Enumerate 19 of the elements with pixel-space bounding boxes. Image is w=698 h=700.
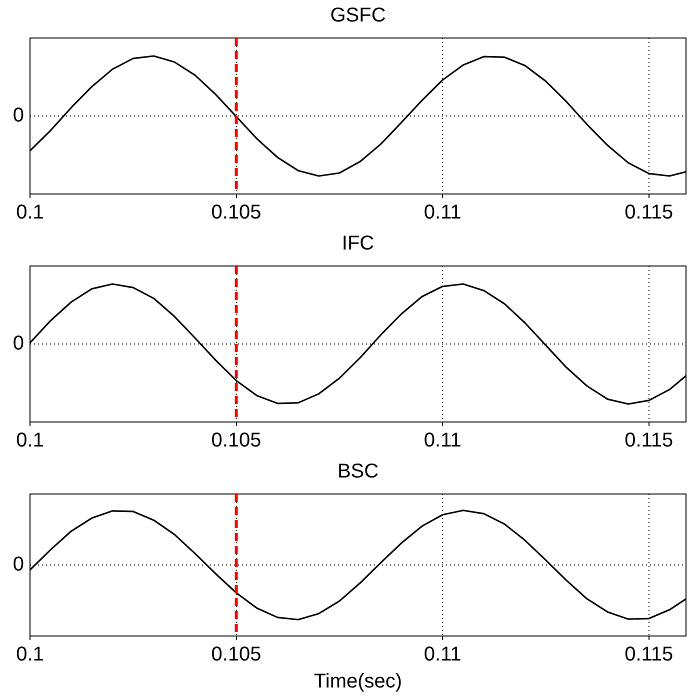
x-tick-label: 0.11: [424, 644, 462, 666]
x-tick-label: 0.105: [211, 644, 262, 666]
x-tick-label: 0.105: [211, 202, 262, 224]
ref-line-label: 0: [12, 554, 24, 576]
x-tick-label: 0.105: [211, 430, 262, 452]
x-tick-label: 0.115: [624, 430, 674, 452]
chart-title: IFC: [342, 232, 374, 255]
chart-title: BSC: [337, 460, 379, 483]
x-tick-label: 0.1: [16, 202, 44, 224]
ref-line-label: 0: [12, 104, 24, 127]
x-tick-label: 0.1: [16, 644, 44, 666]
x-tick-label: 0.11: [424, 430, 462, 452]
x-tick-label: 0.1: [16, 430, 44, 452]
x-tick-label: 0.115: [624, 644, 674, 666]
ref-line-label: 0: [12, 332, 24, 355]
x-axis-title: Time(sec): [314, 670, 402, 693]
x-tick-label: 0.11: [424, 202, 462, 224]
chart-title: GSFC: [330, 4, 386, 27]
x-tick-label: 0.115: [624, 202, 674, 224]
